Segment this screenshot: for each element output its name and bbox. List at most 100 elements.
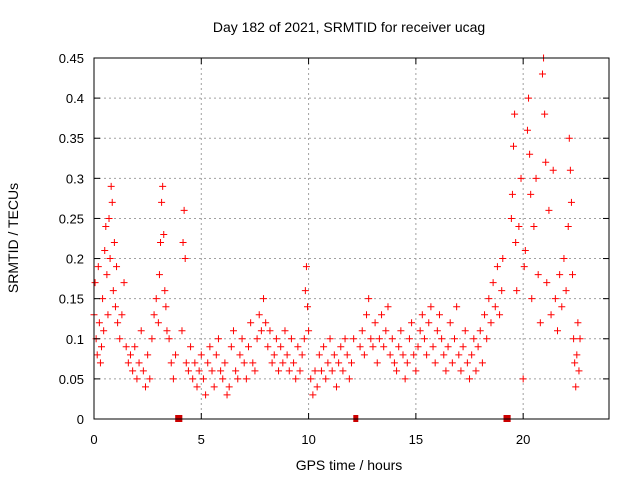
data-point-marker — [172, 351, 180, 359]
data-point-marker — [193, 383, 201, 391]
data-point-marker — [139, 367, 147, 375]
data-point-marker — [390, 359, 398, 367]
data-point-marker — [187, 343, 195, 351]
data-point-marker — [257, 327, 265, 335]
data-point-marker — [93, 351, 101, 359]
data-point-marker — [493, 263, 501, 271]
data-point-marker — [558, 303, 566, 311]
data-point-marker — [116, 335, 124, 343]
data-point-marker — [189, 375, 197, 383]
data-point-marker — [287, 335, 295, 343]
data-point-marker — [290, 359, 298, 367]
data-point-marker — [332, 383, 340, 391]
data-point-marker — [264, 343, 272, 351]
grid-lines — [94, 58, 609, 419]
data-point-marker — [184, 367, 192, 375]
data-point-marker — [108, 198, 116, 206]
data-point-marker — [150, 311, 158, 319]
data-point-marker — [466, 375, 474, 383]
data-point-marker — [565, 134, 573, 142]
data-point-marker — [245, 343, 252, 351]
data-points — [90, 54, 584, 399]
data-point-marker — [202, 391, 210, 399]
data-point-marker — [197, 351, 205, 359]
data-point-marker — [455, 351, 463, 359]
data-point-marker — [307, 375, 315, 383]
data-point-marker — [302, 263, 310, 271]
data-point-marker — [442, 367, 450, 375]
data-point-marker — [420, 335, 428, 343]
data-point-marker — [126, 351, 134, 359]
data-point-marker — [301, 287, 309, 295]
data-point-marker — [292, 375, 300, 383]
data-point-marker — [440, 351, 448, 359]
data-point-marker — [446, 319, 454, 327]
data-point-marker — [388, 335, 396, 343]
data-point-marker — [300, 335, 308, 343]
data-point-marker — [326, 335, 334, 343]
data-point-marker — [408, 319, 416, 327]
data-point-marker — [499, 255, 507, 263]
data-point-marker — [478, 359, 486, 367]
data-point-marker — [337, 343, 345, 351]
data-point-marker — [534, 271, 542, 279]
data-point-marker — [214, 335, 222, 343]
data-point-marker — [341, 335, 349, 343]
data-point-marker — [401, 375, 409, 383]
data-point-marker — [210, 383, 218, 391]
data-point-marker — [498, 287, 506, 295]
data-point-marker — [481, 311, 489, 319]
data-point-marker — [94, 263, 102, 271]
data-point-marker — [158, 198, 166, 206]
data-point-marker — [517, 174, 525, 182]
data-point-marker — [572, 383, 580, 391]
data-point-marker — [152, 295, 160, 303]
data-point-marker — [162, 303, 170, 311]
data-point-marker — [444, 343, 452, 351]
data-point-marker — [567, 198, 575, 206]
data-point-marker — [160, 230, 168, 238]
data-point-marker — [227, 343, 235, 351]
data-point-marker — [247, 319, 255, 327]
data-point-marker — [373, 359, 381, 367]
y-tick-label: 0.35 — [59, 131, 84, 146]
data-point-marker — [309, 391, 317, 399]
data-point-marker — [556, 271, 564, 279]
data-point-marker — [260, 295, 268, 303]
y-tick-label: 0.25 — [59, 211, 84, 226]
data-point-marker — [399, 351, 407, 359]
y-tick-label: 0.05 — [59, 372, 84, 387]
data-point-marker — [335, 359, 343, 367]
data-point-marker — [109, 287, 117, 295]
data-point-marker — [453, 303, 461, 311]
data-point-marker — [350, 335, 358, 343]
data-point-marker — [221, 359, 229, 367]
data-point-marker — [251, 367, 259, 375]
data-point-marker — [236, 351, 244, 359]
data-point-marker — [124, 359, 132, 367]
data-point-marker — [375, 335, 383, 343]
data-point-marker — [137, 327, 145, 335]
data-point-marker — [95, 319, 103, 327]
data-point-marker — [285, 367, 293, 375]
data-point-marker — [281, 327, 289, 335]
data-point-marker — [356, 343, 364, 351]
data-point-marker — [305, 327, 313, 335]
data-point-marker — [468, 351, 476, 359]
data-point-marker — [348, 359, 355, 367]
data-point-marker — [103, 271, 111, 279]
data-point-marker — [551, 295, 559, 303]
data-point-marker — [363, 311, 371, 319]
x-axis-label: GPS time / hours — [296, 457, 403, 473]
data-point-marker — [435, 311, 443, 319]
data-point-marker — [144, 351, 152, 359]
data-point-marker — [427, 303, 435, 311]
data-point-marker — [542, 158, 550, 166]
data-point-marker — [451, 335, 458, 343]
data-point-marker — [154, 319, 162, 327]
data-point-marker — [298, 351, 306, 359]
data-point-marker — [204, 359, 212, 367]
data-point-marker — [229, 327, 237, 335]
plot-frame — [93, 57, 610, 420]
data-point-marker — [378, 311, 386, 319]
